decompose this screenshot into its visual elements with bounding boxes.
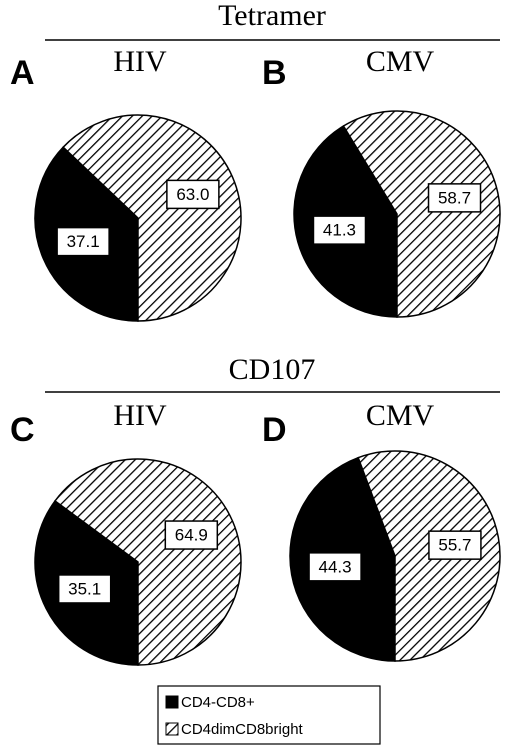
legend-label: CD4-CD8+ — [181, 694, 255, 711]
value-label-box — [57, 574, 112, 604]
value-label-box — [308, 552, 362, 582]
pie-title: HIV — [113, 399, 167, 432]
pie-slice — [54, 458, 242, 666]
value-label-box — [428, 530, 482, 560]
value-label: 35.1 — [68, 579, 101, 598]
pie-title: HIV — [113, 45, 167, 78]
pie-slice — [342, 110, 501, 318]
panel-letter: C — [10, 411, 35, 449]
value-label: 63.0 — [176, 185, 209, 204]
legend-swatch — [165, 695, 179, 709]
panel-letter: B — [262, 54, 287, 92]
value-label-box — [56, 226, 110, 257]
panel-letter: A — [10, 54, 35, 92]
legend-box — [157, 685, 381, 745]
legend-label: CD4dimCD8bright — [181, 721, 304, 738]
legend-swatch — [165, 722, 179, 736]
value-label-box — [427, 183, 482, 213]
value-label: 64.9 — [175, 526, 208, 545]
value-label-box — [312, 215, 367, 245]
value-label: 55.7 — [438, 536, 471, 555]
panel-letter: D — [262, 411, 287, 449]
value-label-box — [164, 520, 219, 550]
value-label: 37.1 — [67, 232, 100, 251]
value-label-box — [166, 179, 220, 210]
value-label: 58.7 — [438, 188, 471, 207]
section-title: CD107 — [229, 353, 316, 386]
pie-title: CMV — [366, 45, 435, 78]
value-label: 41.3 — [323, 221, 356, 240]
value-label: 44.3 — [319, 557, 352, 576]
pie-title: CMV — [366, 399, 435, 432]
pie-slice — [62, 114, 242, 322]
section-title: Tetramer — [218, 0, 326, 32]
